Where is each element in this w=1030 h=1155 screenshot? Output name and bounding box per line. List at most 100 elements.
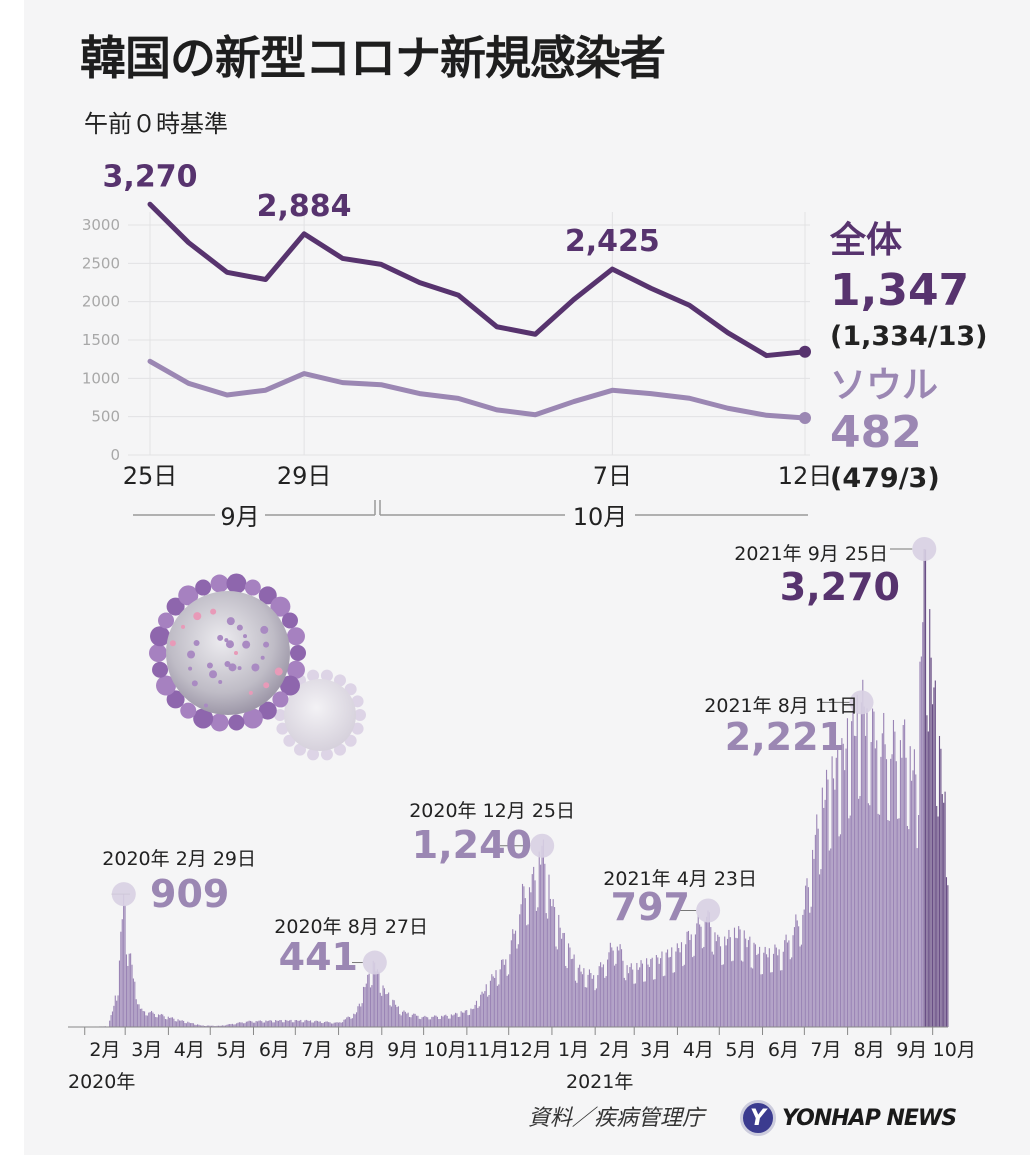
daily-bar (309, 1020, 312, 1027)
daily-bar (318, 1021, 320, 1027)
daily-bar (830, 848, 832, 1027)
yonhap-logo: Y YONHAP NEWS (740, 1098, 957, 1138)
daily-bar (574, 980, 577, 1027)
daily-bar (399, 1014, 401, 1027)
daily-bar (340, 1022, 342, 1027)
month-label: 5月 (216, 1039, 247, 1061)
daily-bar (388, 992, 390, 1027)
daily-bar (658, 963, 660, 1027)
peak-label: 2,884 (257, 189, 352, 224)
daily-bar (756, 954, 758, 1027)
daily-bar (803, 909, 805, 1027)
daily-bar (402, 1011, 404, 1027)
daily-bar (141, 1008, 143, 1027)
daily-bar (153, 1013, 155, 1027)
daily-bar (276, 1020, 278, 1027)
daily-bar (701, 948, 703, 1027)
daily-bar (339, 1022, 341, 1027)
daily-bar (672, 972, 674, 1027)
daily-bar (792, 935, 794, 1027)
annotation-value: 1,240 (412, 823, 532, 867)
daily-bar (906, 825, 908, 1027)
daily-bar (625, 980, 627, 1027)
daily-bar (552, 899, 554, 1027)
month-label: 7月 (810, 1039, 841, 1061)
virus-spike (195, 579, 212, 596)
daily-bar (682, 966, 684, 1027)
daily-bar (457, 1017, 459, 1027)
virus-illustration (140, 565, 370, 765)
daily-bar (277, 1020, 280, 1027)
daily-bar (870, 742, 872, 1027)
daily-bar (732, 960, 734, 1027)
daily-bar (636, 962, 638, 1027)
daily-bar (665, 952, 667, 1027)
daily-bar (512, 929, 514, 1027)
daily-bar (162, 1014, 164, 1027)
daily-bar (848, 818, 850, 1027)
daily-bar (326, 1021, 328, 1027)
virus-surface-dot (242, 640, 251, 649)
daily-bar (852, 704, 854, 1027)
daily-bar (263, 1022, 266, 1027)
virus-surface-dot (225, 640, 234, 649)
daily-bar (482, 993, 485, 1027)
daily-bar (229, 1024, 231, 1027)
daily-bar (329, 1022, 331, 1027)
annotation-value: 441 (279, 935, 358, 979)
y-tick-label: 2000 (82, 293, 120, 311)
daily-bar (710, 927, 712, 1027)
daily-bar (297, 1020, 299, 1027)
daily-bar (272, 1022, 274, 1027)
daily-bar (725, 945, 727, 1027)
daily-bar (414, 1013, 416, 1027)
daily-bar (195, 1024, 197, 1027)
daily-bar (655, 955, 657, 1027)
daily-bar (198, 1024, 200, 1027)
daily-bar (916, 848, 918, 1027)
annotation-marker (912, 537, 937, 561)
daily-bar (531, 874, 533, 1027)
daily-bar (856, 694, 858, 1027)
daily-bar (668, 957, 670, 1027)
daily-bar (929, 609, 931, 1027)
daily-bar (580, 971, 582, 1027)
daily-bar (641, 963, 643, 1027)
daily-bar (646, 958, 648, 1027)
month-label: 10月 (424, 1039, 467, 1061)
daily-bar (639, 967, 641, 1027)
virus-spike (281, 612, 298, 629)
daily-bar (448, 1018, 450, 1027)
daily-bar (192, 1023, 194, 1027)
daily-bar (865, 735, 867, 1027)
daily-bar (616, 946, 618, 1027)
daily-bar (675, 951, 677, 1027)
daily-bar (156, 1017, 158, 1027)
daily-bar (837, 748, 839, 1027)
daily-bar (669, 956, 671, 1027)
daily-bar (598, 966, 600, 1027)
daily-bar (132, 978, 134, 1027)
daily-bar (545, 913, 547, 1027)
daily-bar (222, 1025, 224, 1027)
daily-bar (243, 1023, 245, 1027)
daily-bar (464, 1010, 466, 1027)
month-label: 12月 (509, 1039, 552, 1061)
daily-bar (775, 947, 777, 1027)
daily-bar (199, 1025, 201, 1027)
daily-bar (466, 1010, 468, 1027)
daily-bar (718, 936, 720, 1027)
daily-bar (565, 965, 567, 1027)
daily-bar (938, 735, 941, 1027)
daily-bar (407, 1012, 409, 1027)
daily-bar (432, 1016, 434, 1027)
daily-bar (851, 721, 853, 1027)
daily-bar (481, 991, 483, 1027)
daily-bar (608, 952, 610, 1027)
daily-bar (834, 789, 836, 1027)
daily-bar (312, 1022, 314, 1027)
daily-bar (485, 984, 487, 1027)
daily-bar (294, 1020, 296, 1027)
virus-spike (258, 586, 277, 605)
virus-surface-dot (193, 639, 200, 646)
